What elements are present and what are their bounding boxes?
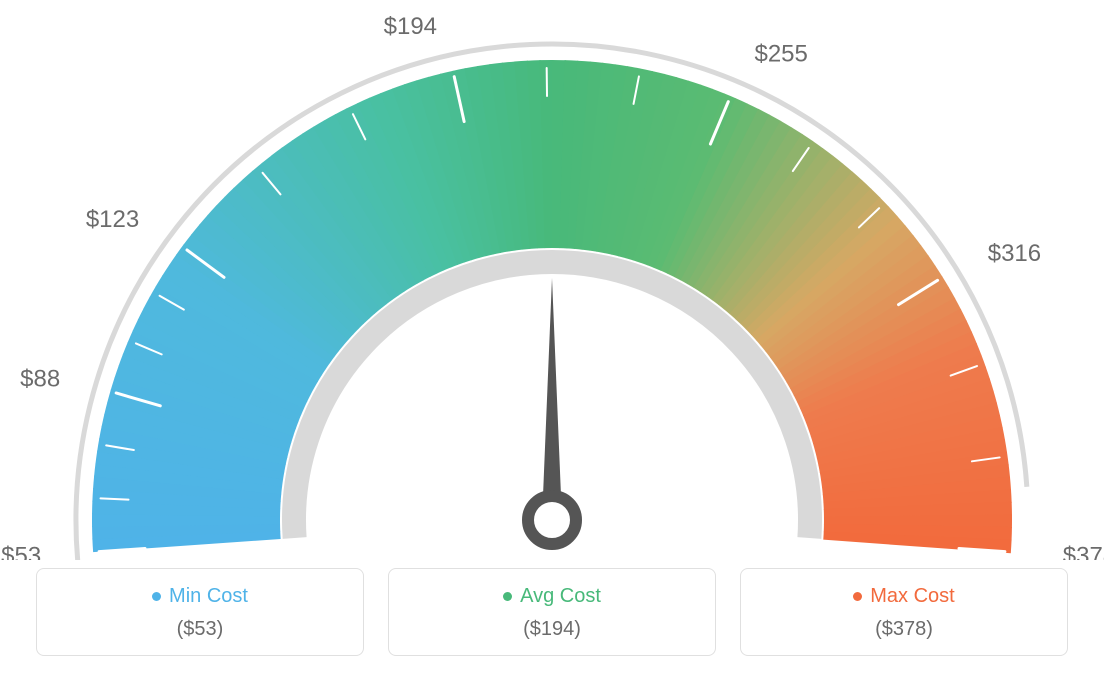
tick-label: $53	[1, 542, 41, 560]
dot-icon	[152, 592, 161, 601]
legend-card-max: Max Cost ($378)	[740, 568, 1068, 656]
needle-hub	[528, 496, 576, 544]
tick-label: $316	[988, 240, 1041, 267]
dot-icon	[853, 592, 862, 601]
legend-value: ($378)	[753, 618, 1055, 641]
legend-label: Max Cost	[870, 585, 954, 608]
legend-label: Min Cost	[169, 585, 248, 608]
legend-row: Min Cost ($53) Avg Cost ($194) Max Cost …	[0, 568, 1104, 656]
dot-icon	[503, 592, 512, 601]
tick-label: $378	[1063, 542, 1104, 560]
tick-label: $123	[86, 206, 139, 233]
legend-card-min: Min Cost ($53)	[36, 568, 364, 656]
legend-value: ($194)	[401, 618, 703, 641]
tick-label: $255	[754, 41, 807, 68]
tick-label: $88	[20, 365, 60, 392]
tick-label: $194	[384, 13, 437, 40]
gauge-needle	[542, 278, 562, 520]
legend-value: ($53)	[49, 618, 351, 641]
legend-card-avg: Avg Cost ($194)	[388, 568, 716, 656]
legend-label: Avg Cost	[520, 585, 601, 608]
cost-gauge: $53 $88 $123 $194 $255 $316 $378	[0, 0, 1104, 560]
